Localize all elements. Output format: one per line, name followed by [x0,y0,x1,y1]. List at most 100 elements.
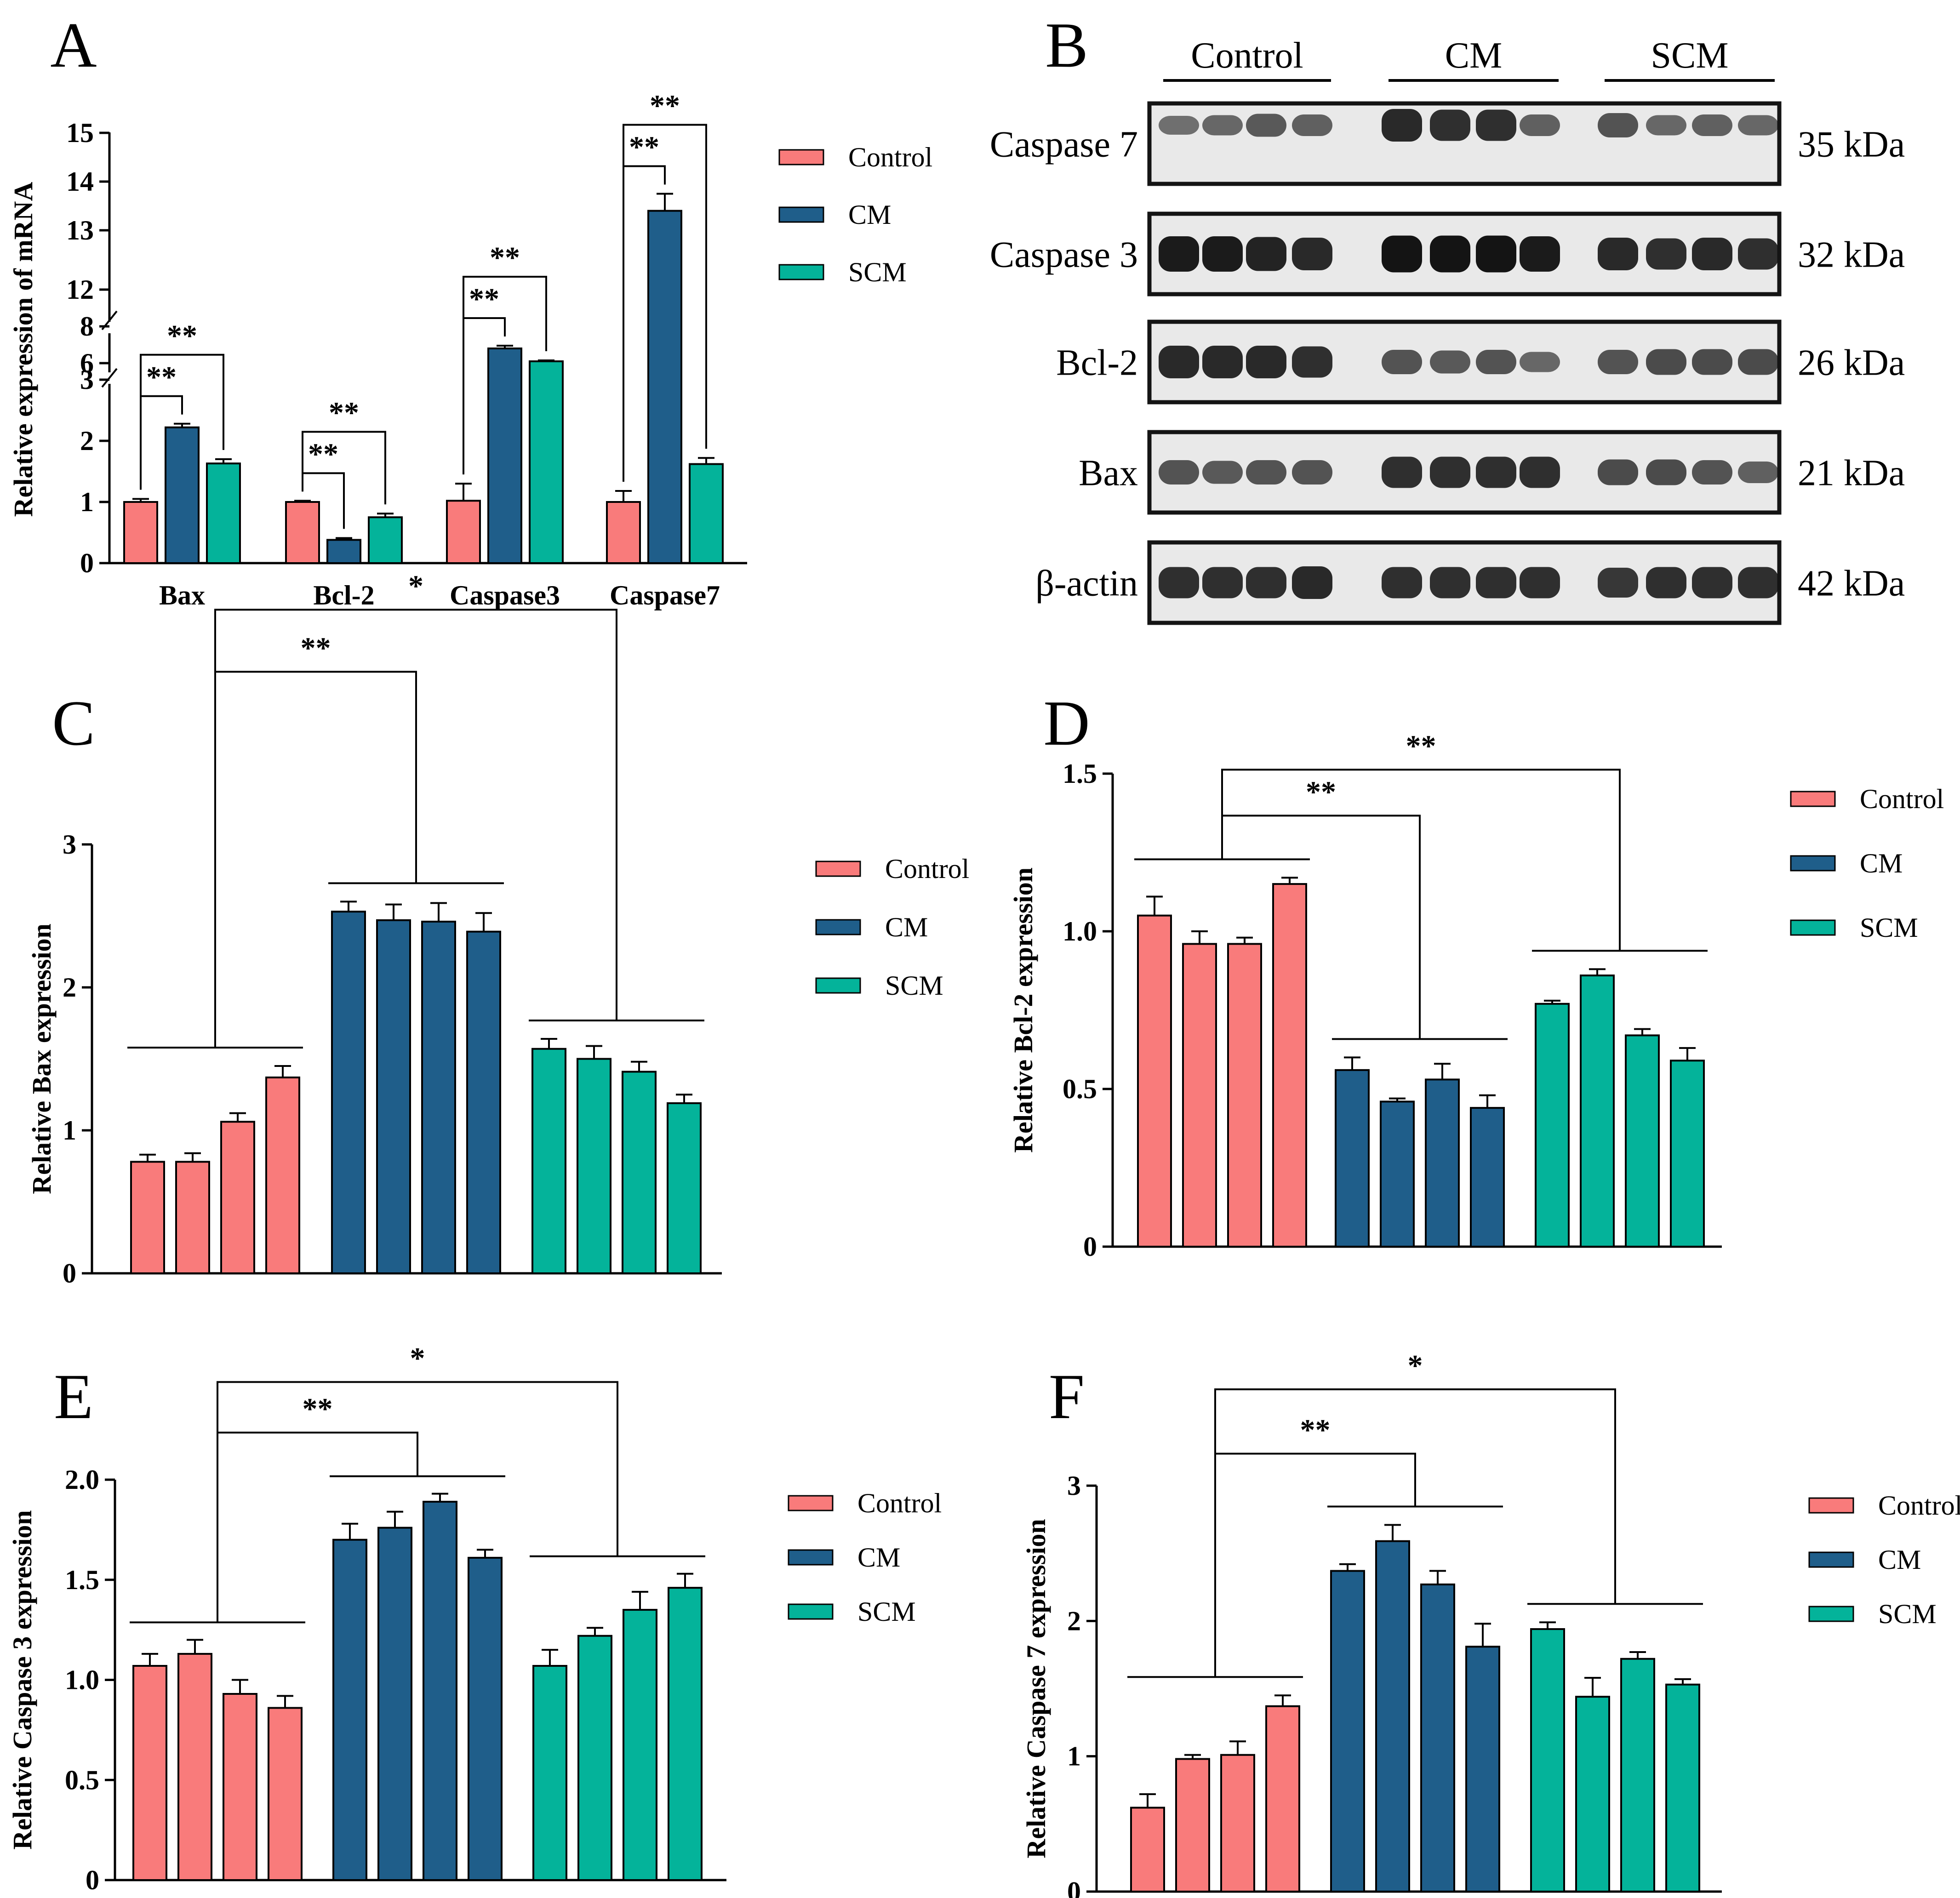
panel-a-significance-bracket [463,317,506,475]
panel-d-y-axis-label: Relative Bcl-2 expression [1008,867,1038,1153]
panel-d-y-tick-label: 0 [1083,1231,1097,1262]
panel-e-y-tick-label: 0 [86,1865,99,1895]
blot-size-label: 35 kDa [1798,125,1905,165]
panel-a-bar-bcl-2-control [285,501,320,564]
panel-d-y-tick-label: 1.0 [1063,916,1097,946]
panel-d-bar-scm-1 [1535,1003,1570,1248]
panel-a-bar-caspase7-control [606,501,641,564]
panel-c-bracket-control-scm [214,609,617,1020]
blot-band [1646,567,1686,598]
legend-swatch-cm [1808,1551,1854,1568]
panel-c-bar-control-3 [220,1121,255,1275]
panel-f-bar-control-2 [1175,1758,1210,1892]
blot-size-label: 32 kDa [1798,235,1905,275]
panel-d-bar-cm-1 [1335,1069,1370,1248]
legend-swatch-cm [788,1549,834,1566]
blot-band [1382,350,1422,374]
blot-band [1520,456,1560,488]
panel-a-y-tick-label: 12 [66,274,94,305]
blot-band [1598,459,1638,485]
panel-a-significance-label: ** [146,360,177,394]
blot-band [1159,460,1199,484]
panel-a-y-tick-label: 15 [66,118,94,148]
legend-label-control: Control [1878,1490,1960,1521]
panel-f-bar-cm-3 [1420,1583,1455,1892]
panel-f-significance-label: ** [1300,1413,1331,1447]
panel-f-bar-control-4 [1265,1705,1300,1893]
panel-d-bar-scm-3 [1625,1034,1660,1248]
blot-band [1646,459,1686,485]
blot-band [1646,115,1686,136]
panel-b-western-blot: B Control CM SCM Caspase 7 35 kDa Caspase 3 32 … [990,10,1905,625]
panel-a-significance-bracket [623,165,666,482]
panel-c-significance-label: ** [301,631,331,665]
panel-a-significance-bracket [302,431,386,505]
legend-label-control: Control [885,854,969,884]
panel-f-bracket-control-scm [1214,1388,1616,1604]
blot-band [1598,568,1638,598]
legend-label-cm: CM [857,1542,900,1573]
blot-band [1430,109,1470,141]
blot-band [1382,456,1422,488]
blot-band [1159,346,1199,378]
panel-f-bar-scm-3 [1620,1658,1655,1892]
legend-swatch-cm [815,919,861,935]
panel-e-bar-cm-3 [423,1500,457,1881]
panel-a-significance-bracket [140,395,183,490]
blot-group-label-cm: CM [1445,35,1503,76]
blot-band [1202,115,1243,136]
blot-band [1159,567,1199,598]
blot-band [1246,460,1286,484]
panel-c-bar-control-1 [130,1161,165,1274]
blot-band [1382,235,1422,273]
panel-a-bar-caspase7-cm [647,210,682,564]
blot-band [1202,461,1243,484]
panel-label-c: C [52,688,95,759]
panel-e-bracket-control-cm [217,1431,418,1623]
panel-e-bar-control-3 [223,1693,257,1881]
blot-band [1692,349,1732,375]
panel-a-category-label: Caspase3 [450,580,560,610]
legend-swatch-scm [788,1603,834,1620]
blot-band [1382,109,1422,142]
panel-a-y-tick-label: 3 [80,365,94,395]
blot-band [1292,460,1332,484]
blot-band [1430,235,1470,273]
panel-a-significance-label: ** [629,131,659,164]
panel-e-bar-scm-2 [577,1635,612,1881]
panel-e-bar-control-1 [132,1665,167,1881]
blot-band [1292,238,1332,270]
panel-e-significance-label: * [410,1341,425,1375]
panel-f-y-axis-label: Relative Caspase 7 expression [1021,1519,1051,1858]
panel-a-y-tick-label: 13 [66,215,94,245]
legend-label-control: Control [848,142,932,172]
panel-e-significance-label: ** [303,1392,333,1425]
panel-e-bracket-control-scm [217,1381,618,1556]
panel-c-y-tick-label: 3 [63,829,76,860]
blot-band [1738,238,1778,270]
blot-size-label: 21 kDa [1798,453,1905,494]
panel-label-f: F [1049,1361,1085,1432]
legend-label-cm: CM [848,199,891,230]
panel-a-y-tick-label: 1 [80,487,94,517]
blot-band [1246,114,1286,137]
panel-e-bar-scm-4 [668,1587,703,1881]
blot-band [1246,346,1286,378]
blot-band [1246,237,1286,271]
blot-band [1476,456,1516,488]
legend-swatch-control [778,149,824,165]
panel-a-category-label: Bcl-2 [313,580,374,610]
panel-c-bar-control-2 [175,1161,210,1274]
blot-band [1159,236,1199,272]
panel-a-y-axis-label: Relative expression of mRNA [8,182,38,517]
blot-band [1246,567,1286,598]
blot-protein-label: β-actin [1035,564,1138,604]
panel-c-bracket-control-cm [214,671,417,1048]
panel-e-bar-scm-3 [623,1609,657,1881]
panel-d-bar-control-2 [1182,943,1217,1248]
panel-a-category-label: Caspase7 [610,580,720,610]
blot-band [1292,566,1332,599]
blot-size-label: 26 kDa [1798,343,1905,383]
